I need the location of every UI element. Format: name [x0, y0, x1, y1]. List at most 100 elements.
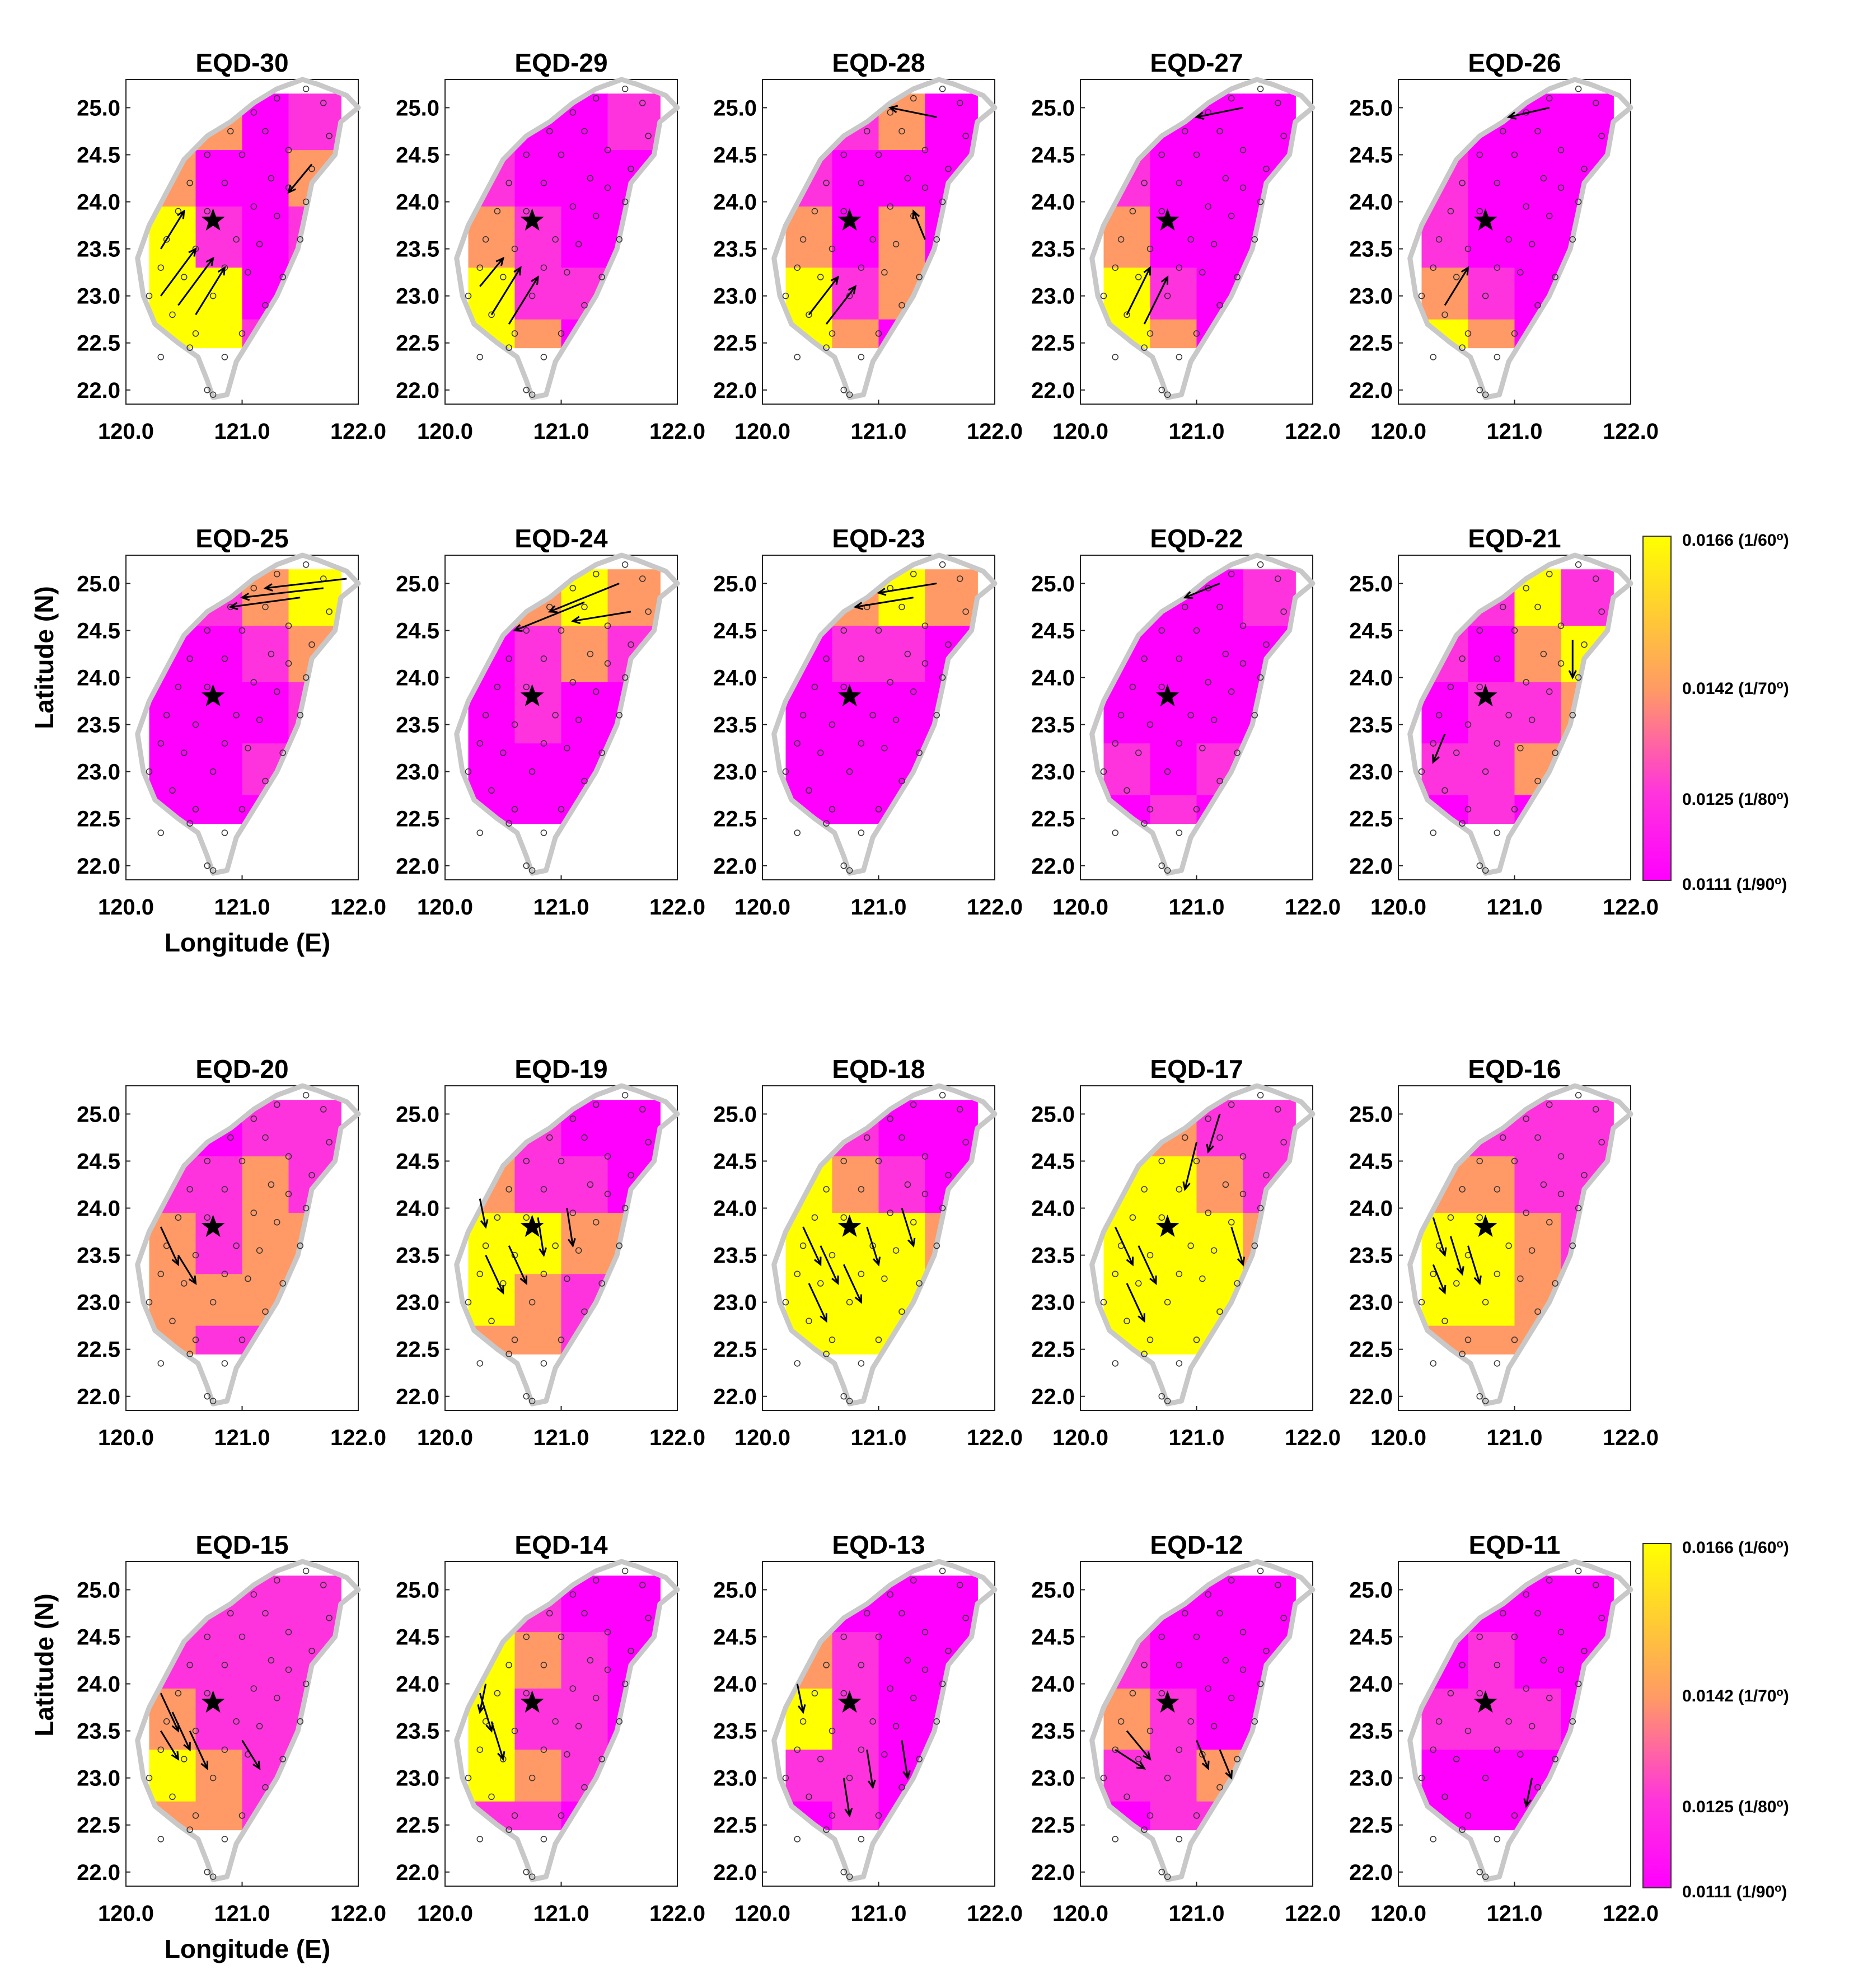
- station: [297, 1242, 303, 1249]
- station: [564, 1751, 570, 1758]
- station: [163, 712, 170, 719]
- xtick-label: 120.0: [734, 419, 790, 444]
- station: [274, 1577, 280, 1584]
- vector-arrow: [479, 1198, 489, 1229]
- station: [1146, 1251, 1154, 1259]
- ytick-label: 24.0: [713, 190, 757, 215]
- station: [476, 1360, 483, 1367]
- station: [250, 109, 257, 116]
- heat-cell: [561, 150, 608, 207]
- heat-cell: [832, 1632, 879, 1689]
- station: [593, 1219, 600, 1226]
- station: [221, 1836, 228, 1842]
- station: [1251, 712, 1258, 719]
- station: [593, 1101, 600, 1108]
- station: [1453, 274, 1460, 280]
- station: [939, 1204, 946, 1212]
- station: [1494, 740, 1501, 747]
- station: [1141, 1186, 1148, 1193]
- station: [476, 829, 483, 836]
- station: [569, 1115, 576, 1122]
- station: [1164, 1298, 1171, 1306]
- xtick-label: 120.0: [1052, 1901, 1108, 1926]
- ytick-label: 24.5: [396, 143, 439, 167]
- station: [1176, 1186, 1183, 1193]
- heat-cell: [514, 743, 562, 796]
- station: [540, 829, 547, 836]
- vector-arrow: [477, 1684, 487, 1714]
- station: [575, 716, 582, 723]
- vector-arrow: [490, 1721, 505, 1761]
- ytick-label: 22.5: [1349, 807, 1393, 832]
- station: [1557, 1153, 1565, 1160]
- vector-arrow: [1568, 640, 1577, 679]
- station: [598, 1756, 605, 1762]
- vector-arrow: [825, 285, 857, 325]
- heat-cell: [288, 1100, 341, 1157]
- ytick-label: 23.5: [1031, 237, 1075, 262]
- station: [268, 650, 275, 658]
- station: [476, 740, 483, 747]
- station: [1546, 1577, 1553, 1584]
- station: [285, 622, 292, 629]
- station: [587, 1657, 594, 1664]
- panel-EQD-21: EQD-21 25.0 24.5 24.0 23.5 23.0 22.5 22.0 120.0 1…: [1349, 524, 1659, 920]
- station: [604, 660, 611, 667]
- station: [1476, 1690, 1483, 1697]
- station: [799, 1718, 807, 1725]
- station: [1418, 292, 1425, 299]
- station: [326, 133, 333, 139]
- heat-cell: [242, 206, 289, 269]
- station: [1112, 1836, 1118, 1842]
- xtick-label: 121.0: [1486, 895, 1542, 920]
- station: [846, 1774, 853, 1781]
- vector-arrow: [1431, 733, 1446, 765]
- station: [910, 688, 917, 695]
- panel-EQD-24: EQD-24 25.0 24.5 24.0 23.5 23.0 22.5 22.0 120.0 1…: [396, 524, 705, 920]
- station: [221, 1662, 228, 1668]
- station: [898, 302, 905, 309]
- station: [1210, 241, 1218, 247]
- vector-arrow: [189, 1730, 208, 1770]
- heat-cell: [1150, 206, 1197, 269]
- station: [256, 716, 263, 723]
- station: [910, 1695, 917, 1701]
- panel-title: EQD-26: [1468, 48, 1561, 77]
- heat-cell: [242, 1688, 289, 1751]
- station: [238, 1812, 246, 1819]
- station: [962, 608, 969, 615]
- station: [1511, 151, 1518, 158]
- station: [1146, 1812, 1154, 1819]
- station: [887, 679, 893, 686]
- colorbar-top: 0.0166 (1/60o) 0.0142 (1/70o) 0.0125 (1/…: [1642, 531, 1789, 894]
- station: [540, 354, 547, 360]
- station: [1124, 787, 1130, 794]
- ytick-label: 23.5: [396, 713, 439, 738]
- station: [1569, 712, 1576, 719]
- ytick-label: 22.5: [1031, 1813, 1075, 1838]
- ytick-label: 23.5: [1349, 237, 1393, 262]
- station: [962, 133, 969, 139]
- station: [1598, 1139, 1605, 1146]
- station: [1216, 777, 1223, 785]
- ytick-label: 22.0: [77, 378, 120, 403]
- station: [250, 585, 257, 592]
- station: [262, 603, 269, 611]
- vector-arrow: [263, 578, 347, 592]
- ytick-label: 22.0: [713, 854, 757, 879]
- heat-cell: [514, 1274, 562, 1326]
- ytick-label: 23.0: [396, 284, 439, 309]
- ytick-label: 22.5: [1031, 807, 1075, 832]
- station: [279, 1280, 286, 1287]
- station: [505, 655, 512, 662]
- station: [1523, 203, 1529, 210]
- ytick-label: 23.0: [1349, 1766, 1393, 1791]
- station: [1193, 627, 1200, 634]
- station: [916, 749, 923, 756]
- station: [1112, 740, 1118, 747]
- colorbar-bottom: 0.0166 (1/60o) 0.0142 (1/70o) 0.0125 (1/…: [1642, 1538, 1789, 1901]
- vector-arrow: [566, 1208, 576, 1248]
- xtick-label: 121.0: [1486, 1426, 1542, 1450]
- station: [1193, 1337, 1200, 1343]
- station: [1234, 749, 1241, 756]
